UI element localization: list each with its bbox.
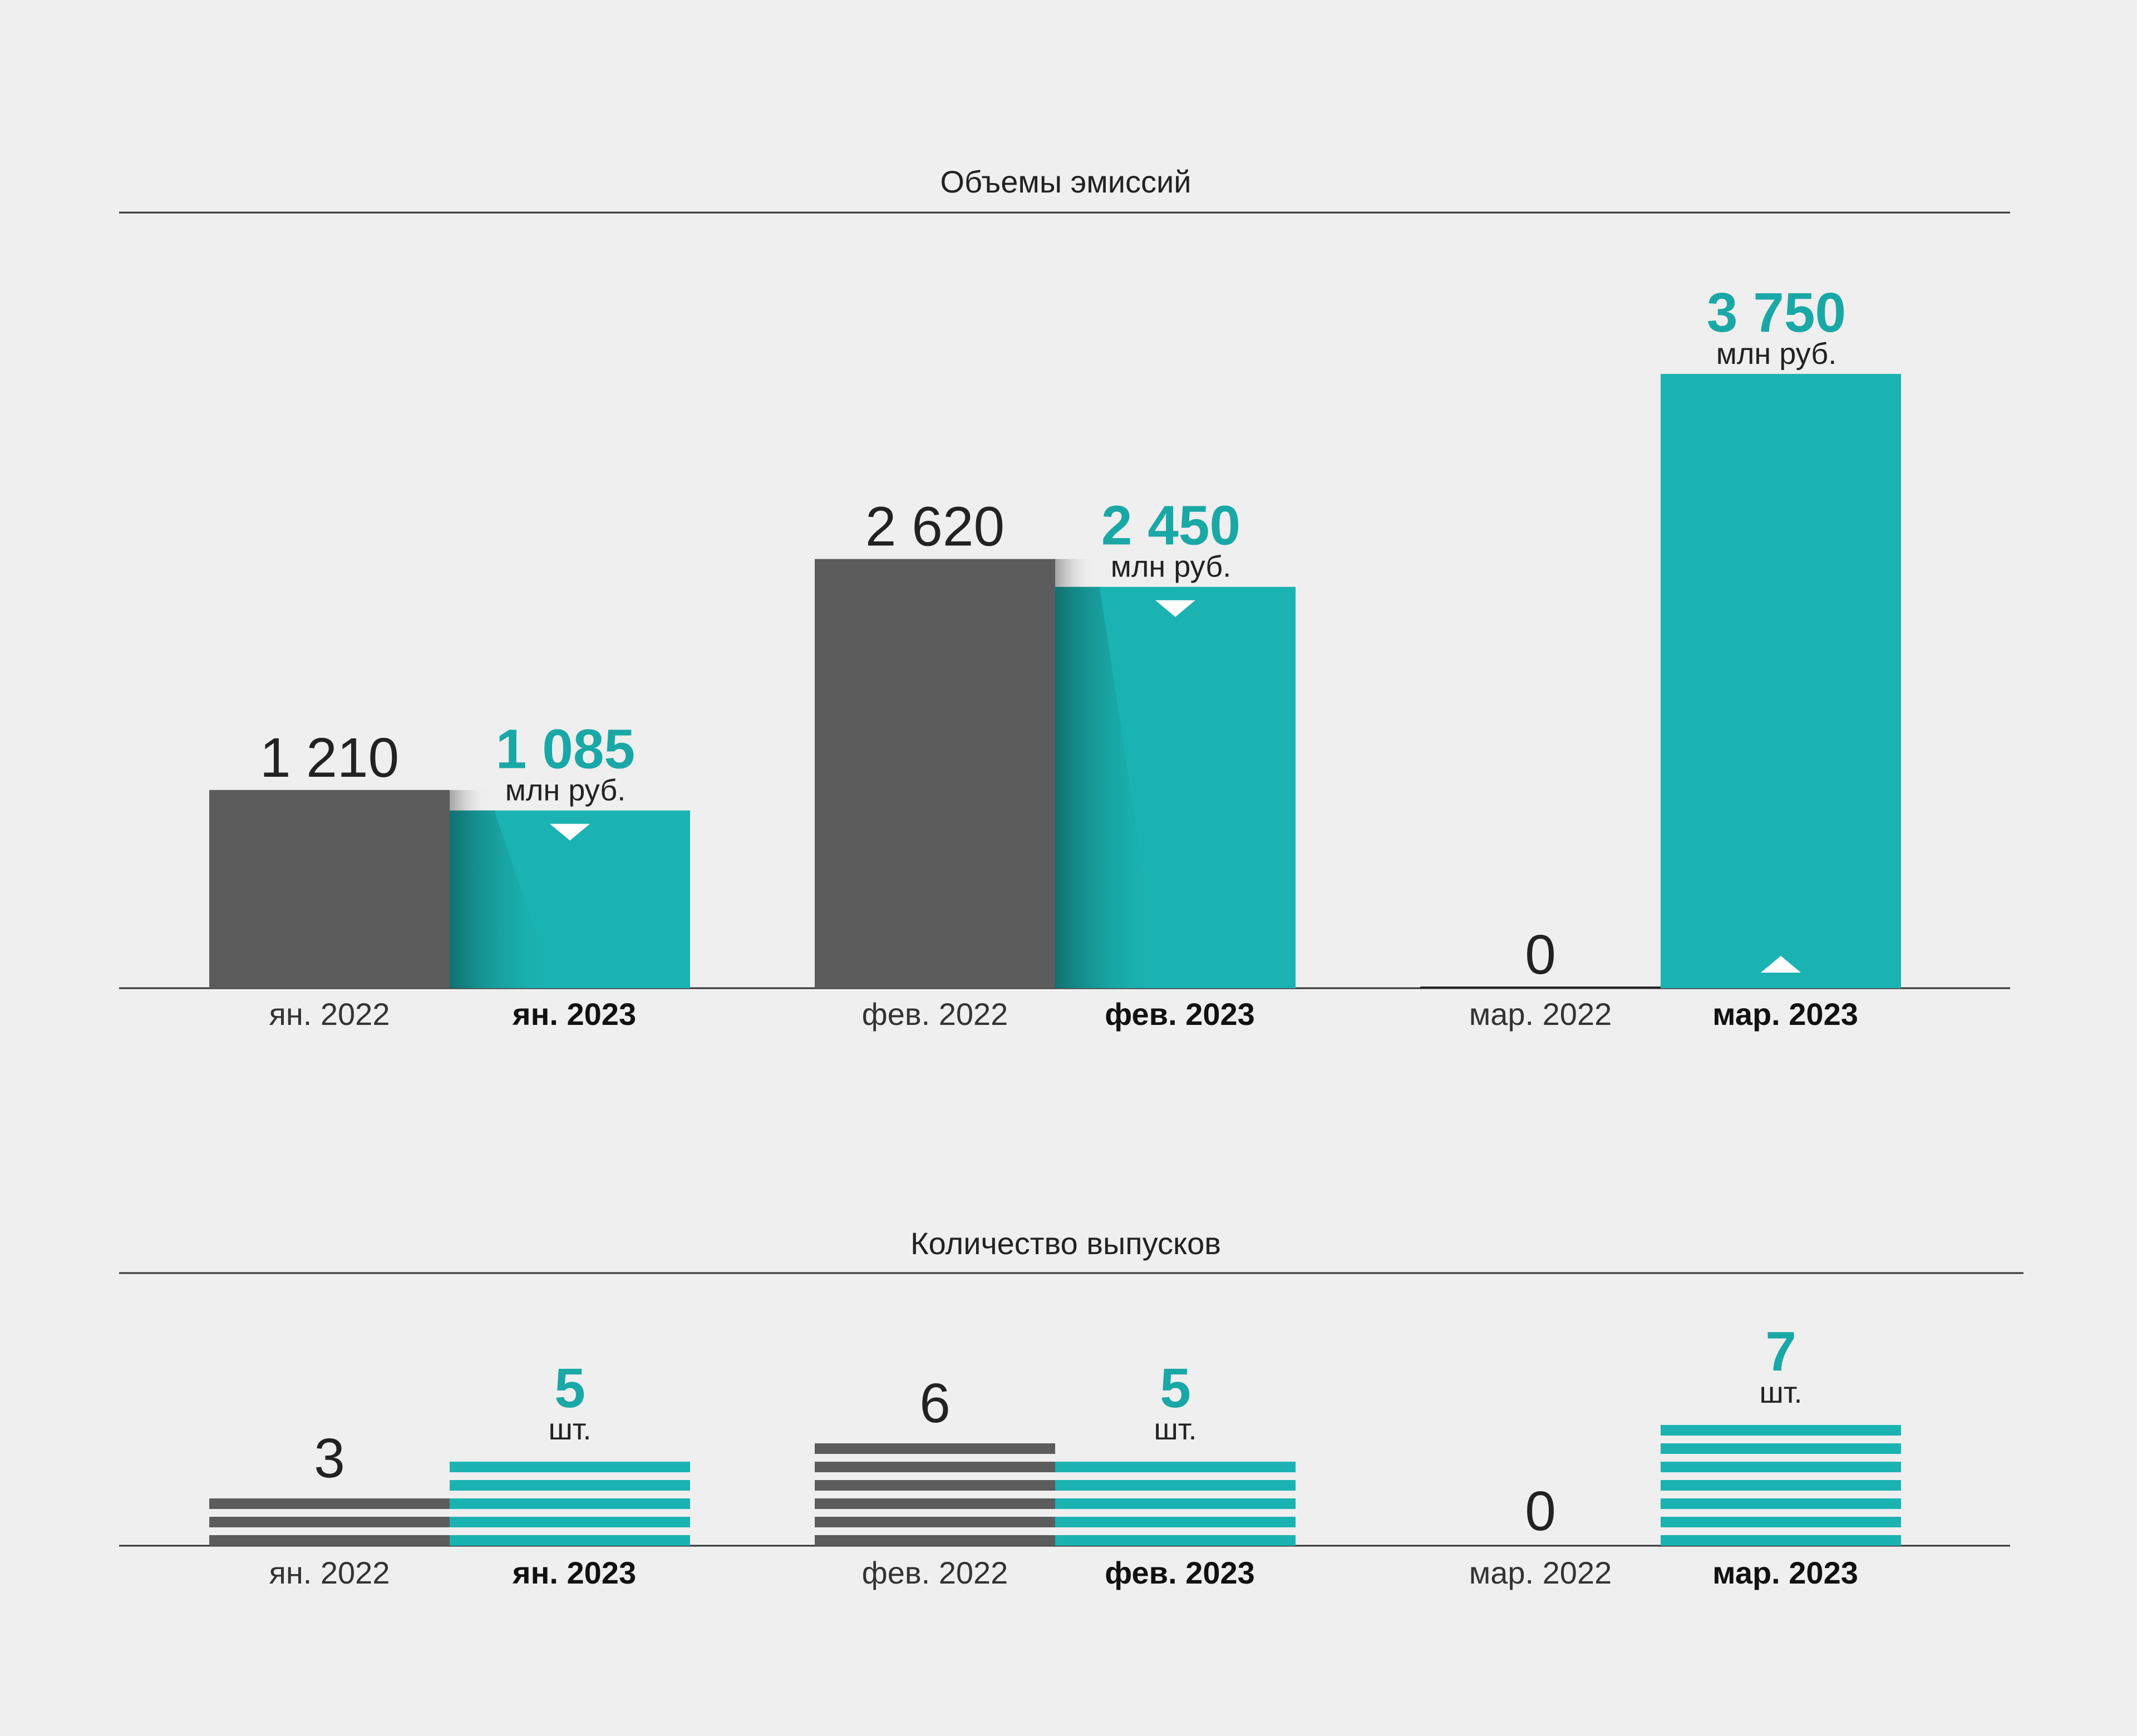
- bar-2022-stripe: [815, 1498, 1055, 1509]
- unit-label: шт.: [1154, 1413, 1196, 1446]
- bar-2022-stripe: [815, 1462, 1055, 1472]
- chart-title: Количество выпусков: [910, 1226, 1221, 1261]
- value-label-2023: 3 750: [1707, 282, 1846, 344]
- bar-2023-stripe: [450, 1535, 690, 1546]
- bar-2023-stripe: [1661, 1535, 1901, 1546]
- unit-label: шт.: [1759, 1376, 1802, 1409]
- bar-2023-stripe: [1055, 1498, 1296, 1509]
- bar-2022: [1420, 987, 1661, 988]
- x-label-2023: фев. 2023: [1105, 1555, 1255, 1590]
- x-label-2022: фев. 2022: [862, 1555, 1008, 1590]
- x-label-2022: фев. 2022: [862, 997, 1008, 1032]
- x-label-2022: мар. 2022: [1469, 1555, 1612, 1590]
- down-triangle-icon: [550, 823, 590, 841]
- bar-shadow: [1055, 586, 1161, 988]
- value-label-2022: 0: [1525, 924, 1556, 986]
- x-label-2022: ян. 2022: [269, 1555, 390, 1590]
- bar-2023-stripe: [1055, 1535, 1296, 1546]
- bar-2022: [815, 559, 1055, 988]
- x-label-2023: мар. 2023: [1712, 997, 1858, 1032]
- value-label-2022: 0: [1525, 1480, 1556, 1542]
- bar-2023-stripe: [1661, 1480, 1901, 1491]
- bar-2023-stripe: [450, 1498, 690, 1509]
- bar-2022-stripe: [209, 1535, 450, 1546]
- x-label-2022: мар. 2022: [1469, 997, 1612, 1032]
- value-label-2023: 1 085: [496, 718, 635, 781]
- unit-label: шт.: [548, 1413, 591, 1446]
- value-label-2022: 3: [314, 1427, 345, 1490]
- x-label-2023: ян. 2023: [512, 1555, 636, 1590]
- bar-2022-stripe: [815, 1517, 1055, 1527]
- x-label-2023: мар. 2023: [1712, 1555, 1858, 1590]
- down-triangle-icon: [1155, 600, 1195, 617]
- value-label-2023: 5: [1160, 1357, 1191, 1419]
- value-label-2023: 2 450: [1101, 495, 1240, 557]
- bar-2022-stripe: [815, 1443, 1055, 1454]
- bar-2022-stripe: [815, 1480, 1055, 1491]
- value-label-2022: 1 210: [260, 727, 399, 789]
- bar-2023-stripe: [1055, 1462, 1296, 1472]
- bar-2023-stripe: [1661, 1425, 1901, 1436]
- bar-2023-stripe: [1661, 1498, 1901, 1509]
- value-label-2023: 7: [1765, 1320, 1796, 1383]
- bar-2023-stripe: [1661, 1462, 1901, 1472]
- x-label-2023: фев. 2023: [1105, 997, 1255, 1032]
- bar-2023-stripe: [450, 1462, 690, 1472]
- bar-2022: [209, 790, 450, 988]
- value-label-2023: 5: [554, 1357, 585, 1419]
- bar-shadow: [1055, 559, 1094, 587]
- bar-shadow: [450, 790, 489, 811]
- bar-2023: [1661, 374, 1901, 988]
- bar-2022-stripe: [209, 1498, 450, 1509]
- up-triangle-icon: [1761, 956, 1801, 973]
- value-label-2022: 2 620: [865, 496, 1005, 558]
- unit-label: млн руб.: [1716, 337, 1836, 371]
- chart-title: Объемы эмиссий: [940, 164, 1191, 199]
- bar-2023-stripe: [1055, 1517, 1296, 1527]
- bar-2023-stripe: [450, 1480, 690, 1491]
- value-label-2022: 6: [919, 1372, 951, 1434]
- bar-2022-stripe: [815, 1535, 1055, 1546]
- unit-label: млн руб.: [1111, 550, 1231, 584]
- unit-label: млн руб.: [505, 774, 626, 807]
- bar-2022-stripe: [209, 1517, 450, 1527]
- bar-2023-stripe: [450, 1517, 690, 1527]
- x-label-2023: ян. 2023: [512, 997, 636, 1032]
- bar-2023-stripe: [1661, 1517, 1901, 1527]
- bar-2023-stripe: [1661, 1443, 1901, 1454]
- x-label-2022: ян. 2022: [269, 997, 390, 1032]
- bar-2023-stripe: [1055, 1480, 1296, 1491]
- bar-shadow: [450, 810, 555, 988]
